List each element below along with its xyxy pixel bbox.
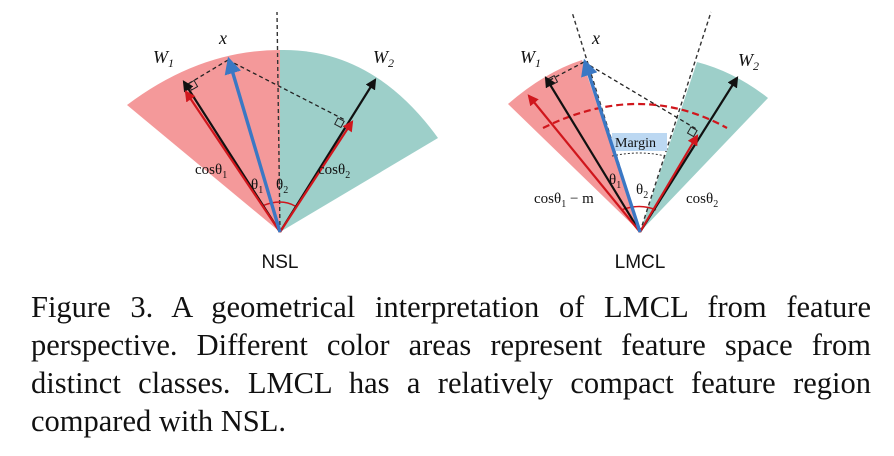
- nsl-boundary-line: [276, 11, 281, 233]
- figure-diagram: W1 W2 x cosθ1 cosθ2 θ1 θ2 NSL W1 W2 x: [127, 11, 768, 273]
- lmcl-theta1-label: θ1: [609, 172, 621, 191]
- nsl-w2-label: W2: [373, 47, 394, 70]
- lmcl-boundary-line-2: [639, 11, 712, 233]
- lmcl-cos1-vector: [527, 94, 641, 233]
- lmcl-cos1-label: cosθ1 − m: [534, 191, 594, 210]
- nsl-cos2-vector: [279, 120, 354, 233]
- figure-caption: Figure 3. A geometrical interpretation o…: [31, 290, 871, 438]
- lmcl-class2-region: [640, 62, 768, 232]
- lmcl-w1-label: W1: [520, 47, 541, 70]
- nsl-x-label: x: [218, 28, 227, 48]
- nsl-cos2-label: cosθ2: [318, 162, 350, 181]
- lmcl-feature-vector: [581, 58, 642, 233]
- lmcl-x-label: x: [591, 28, 600, 48]
- lmcl-margin-arc: [542, 103, 728, 129]
- nsl-cos1-vector: [184, 90, 281, 233]
- lmcl-theta2-label: θ2: [636, 182, 648, 201]
- lmcl-panel: W1 W2 x Margin cosθ1 − m cosθ2 θ1 θ2 LMC…: [508, 11, 768, 273]
- lmcl-projection-w2-dashed: [583, 61, 699, 131]
- nsl-theta2-label: θ2: [276, 177, 288, 196]
- nsl-title: NSL: [262, 252, 299, 273]
- lmcl-margin-label: Margin: [615, 136, 656, 151]
- lmcl-class1-region: [508, 60, 640, 232]
- nsl-class1-region: [127, 50, 280, 232]
- lmcl-cos2-label: cosθ2: [686, 191, 718, 210]
- nsl-theta1-label: θ1: [251, 177, 263, 196]
- nsl-class2-region: [280, 49, 438, 233]
- lmcl-w1-vector: [544, 76, 641, 233]
- nsl-right-angle-w2: [334, 117, 345, 129]
- lmcl-cos2-vector: [639, 134, 699, 233]
- nsl-w1-label: W1: [153, 47, 174, 70]
- lmcl-w2-label: W2: [738, 50, 759, 73]
- nsl-cos1-label: cosθ1: [195, 162, 227, 181]
- lmcl-margin-highlight: [612, 133, 667, 151]
- nsl-projection-w1-dashed: [187, 59, 229, 85]
- lmcl-margin-inner-arc: [611, 152, 666, 157]
- nsl-panel: W1 W2 x cosθ1 cosθ2 θ1 θ2 NSL: [127, 11, 438, 273]
- nsl-projection-w2-dashed: [227, 59, 346, 121]
- nsl-feature-vector: [224, 56, 282, 233]
- nsl-angle-arc: [261, 201, 296, 207]
- lmcl-title: LMCL: [615, 252, 666, 273]
